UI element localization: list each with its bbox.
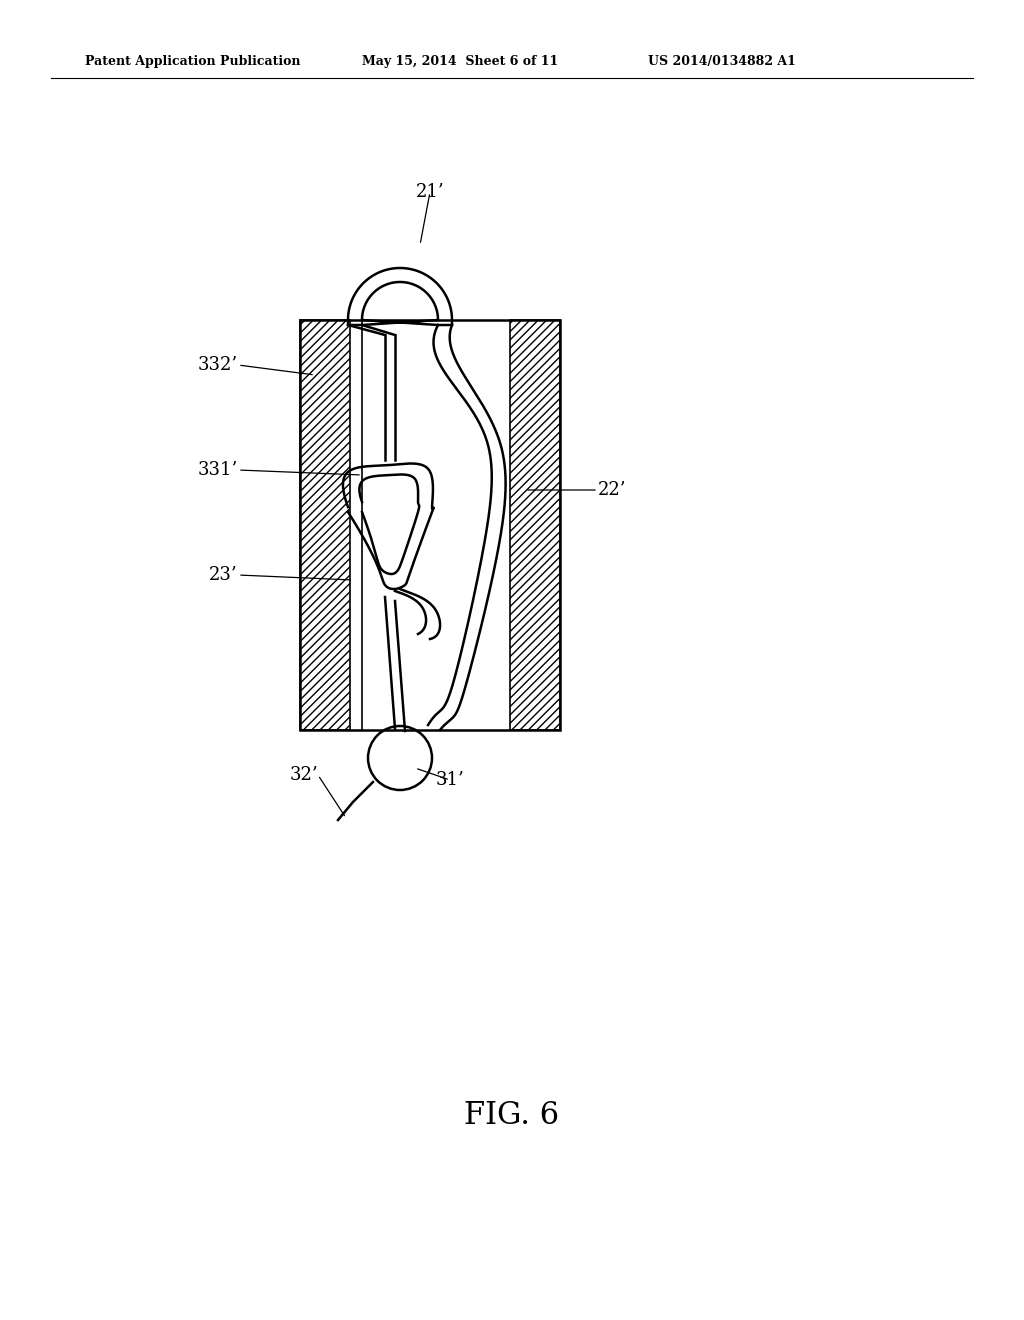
Bar xyxy=(350,319,510,730)
Text: Patent Application Publication: Patent Application Publication xyxy=(85,55,300,69)
Bar xyxy=(510,319,560,730)
Text: 31’: 31’ xyxy=(435,771,465,789)
Text: 22’: 22’ xyxy=(598,480,627,499)
Bar xyxy=(300,319,350,730)
Text: US 2014/0134882 A1: US 2014/0134882 A1 xyxy=(648,55,796,69)
Text: 332’: 332’ xyxy=(198,356,238,374)
Text: 23’: 23’ xyxy=(209,566,238,583)
Text: 32’: 32’ xyxy=(289,766,318,784)
Text: May 15, 2014  Sheet 6 of 11: May 15, 2014 Sheet 6 of 11 xyxy=(362,55,558,69)
Text: FIG. 6: FIG. 6 xyxy=(465,1100,559,1130)
Text: 331’: 331’ xyxy=(198,461,238,479)
Text: 21’: 21’ xyxy=(416,183,444,201)
Bar xyxy=(300,319,560,730)
